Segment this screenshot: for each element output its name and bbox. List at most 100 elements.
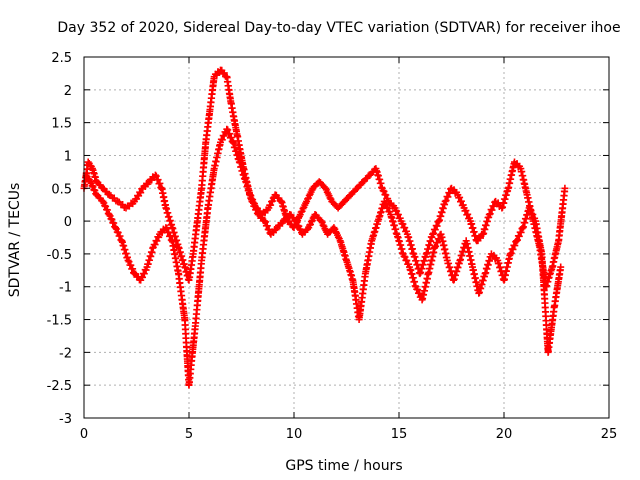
trace-segment xyxy=(227,100,241,138)
trace-segment xyxy=(138,266,150,281)
y-tick-label: -3 xyxy=(59,412,72,427)
trace-segment xyxy=(532,220,545,256)
y-tick-label: -2.5 xyxy=(47,379,72,394)
trace-segment xyxy=(175,244,188,268)
trace-segment xyxy=(419,270,432,303)
trace-segment xyxy=(367,165,379,178)
trace-segment xyxy=(85,159,95,170)
trace-segment xyxy=(354,179,366,191)
trace-segment xyxy=(413,285,425,301)
trace-segment xyxy=(106,212,119,231)
trace-segment xyxy=(549,239,562,270)
trace-segment xyxy=(87,179,100,198)
trace-segment xyxy=(185,325,199,386)
grid xyxy=(84,57,609,418)
trace-segment xyxy=(189,219,201,255)
trace-segment xyxy=(256,211,267,225)
trace-segment xyxy=(236,159,249,183)
x-tick-label: 15 xyxy=(391,427,408,442)
trace-segment xyxy=(268,225,280,237)
trace-segment xyxy=(526,207,539,222)
trace-segment xyxy=(112,225,125,244)
trace-segment xyxy=(322,186,335,203)
trace-segment xyxy=(507,238,520,257)
trace-segment xyxy=(89,166,100,185)
trace-segment xyxy=(394,233,407,257)
trace-segment xyxy=(83,173,93,184)
trace-segment xyxy=(368,220,381,243)
trace-segment xyxy=(175,271,189,322)
trace-segment xyxy=(194,186,205,222)
trace-segment xyxy=(100,199,112,218)
plot-frame xyxy=(83,56,610,419)
trace-segment xyxy=(94,192,106,205)
trace-segment xyxy=(555,187,569,244)
data-point xyxy=(105,211,113,219)
trace-segment xyxy=(163,205,176,229)
trace-segment xyxy=(192,260,205,327)
trace-segment xyxy=(544,303,558,355)
trace-segment xyxy=(343,258,356,283)
y-tick-label: 1.5 xyxy=(51,117,72,132)
trace-segment xyxy=(512,160,524,171)
trace-segment xyxy=(551,266,564,309)
trace-segment xyxy=(342,192,353,204)
data-point xyxy=(112,224,119,232)
trace-segment xyxy=(387,213,400,237)
x-tick-label: 0 xyxy=(80,427,88,442)
trace-segment xyxy=(432,231,444,250)
trace-segment xyxy=(306,212,318,229)
chart-title: Day 352 of 2020, Sidereal Day-to-day VTE… xyxy=(57,20,620,36)
trace-segment xyxy=(355,273,369,321)
y-tick-label: 0.5 xyxy=(51,182,72,197)
trace-segment xyxy=(202,107,214,143)
y-tick-label: 2.5 xyxy=(51,51,72,66)
trace-segment xyxy=(185,253,197,281)
trace-segment xyxy=(469,266,482,294)
trace-segment xyxy=(373,167,386,191)
data-points xyxy=(80,66,569,389)
trace-segment xyxy=(211,68,223,79)
trace-segment xyxy=(348,185,360,198)
trace-segment xyxy=(158,185,169,209)
trace-segment xyxy=(218,66,230,80)
trace-segment xyxy=(316,179,328,191)
trace-segment xyxy=(474,230,486,245)
trace-segment xyxy=(152,172,165,192)
trace-segment xyxy=(266,193,278,209)
trace-segment xyxy=(217,128,230,144)
y-tick-label: 2 xyxy=(64,84,72,99)
trace-segment xyxy=(115,198,128,212)
y-axis-label: SDTVAR / TECUs xyxy=(7,183,23,298)
trace-segment xyxy=(386,199,398,210)
trace-segment xyxy=(242,179,255,203)
trace-segment xyxy=(281,212,293,223)
trace-segment xyxy=(505,160,518,191)
trace-segment xyxy=(181,264,192,283)
trace-segment xyxy=(436,200,449,224)
trace-segment xyxy=(379,187,392,203)
y-tick-label: -1 xyxy=(59,281,72,296)
x-tick-label: 5 xyxy=(185,427,193,442)
trace-segment xyxy=(442,185,455,205)
trace-segment xyxy=(404,233,417,257)
trace-segment xyxy=(249,198,261,217)
trace-segment xyxy=(300,225,311,236)
trace-segment xyxy=(272,191,284,205)
trace-segment xyxy=(118,238,131,262)
x-tick-label: 20 xyxy=(496,427,513,442)
trace-segment xyxy=(230,139,243,163)
trace-segment xyxy=(94,179,106,192)
trace-segment xyxy=(467,220,480,244)
trace-segment xyxy=(100,185,112,198)
trace-segment xyxy=(349,278,363,321)
trace-segment xyxy=(450,259,463,283)
trace-segment xyxy=(331,225,343,243)
x-tick-label: 25 xyxy=(601,427,618,442)
y-tick-label: -0.5 xyxy=(47,248,72,263)
trace-segment xyxy=(304,186,316,203)
trace-segment xyxy=(423,233,436,257)
y-tick-label: -2 xyxy=(59,346,72,361)
trace-segment xyxy=(297,199,310,216)
trace-segment xyxy=(150,233,163,249)
